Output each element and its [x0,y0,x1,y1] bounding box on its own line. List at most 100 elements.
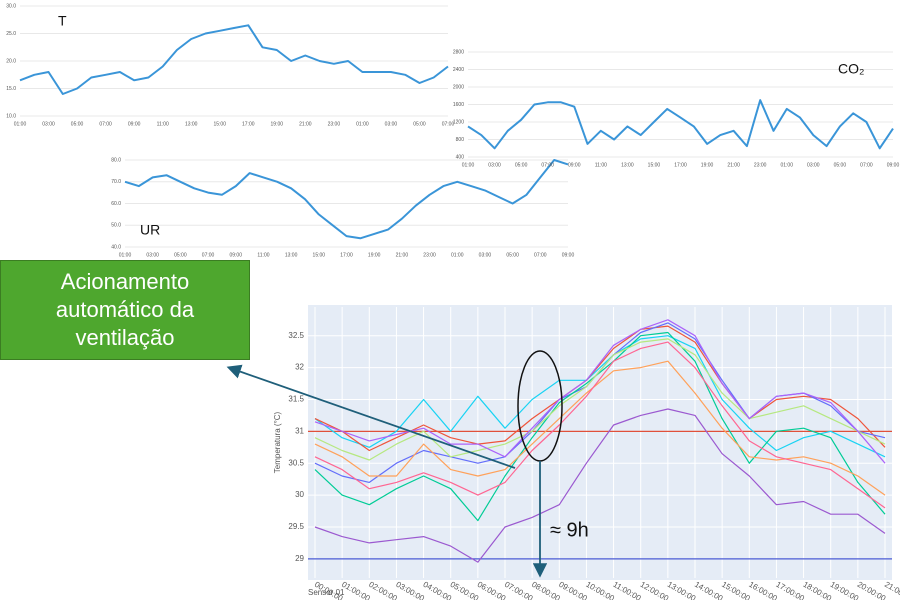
x-tick-label: 07:00 [534,252,547,258]
x-tick-label: 07:00 [99,121,112,127]
x-tick-label: 06:00:00 [476,580,508,600]
x-tick-label: 17:00 [340,252,353,258]
x-tick-label: 13:00 [621,162,634,168]
y-tick-label: 32 [295,363,304,372]
callout-arrow [226,364,516,469]
data-line [314,408,886,563]
x-tick-label: 09:00 [229,252,242,258]
x-tick-label: 03:00 [807,162,820,168]
x-tick-label: 17:00:00 [774,580,806,600]
x-tick-label: 23:00 [328,121,341,127]
chart-title: UR [140,222,160,238]
chart-title: CO₂ [838,61,864,77]
y-tick-label: 29.5 [288,522,304,531]
chart: 40.0 50.0 60.0 70.0 80.0 01:00 03:00 05:00 07:00… [111,157,574,258]
x-tick-label: 07:00 [541,162,554,168]
x-tick-label: 07:00:00 [503,580,535,600]
x-tick-label: 03:00 [146,252,159,258]
x-tick-label: 01:00 [780,162,793,168]
callout-box: Acionamento automático da ventilação [0,260,250,360]
x-tick-label: 01:00 [119,252,132,258]
data-line [124,159,569,240]
x-tick-label: 19:00 [271,121,284,127]
x-tick-label: 07:00 [442,121,455,127]
x-tick-label: 09:00 [568,162,581,168]
chart: 2929.53030.53131.53232.500:00:0001:00:00… [273,305,900,600]
x-tick-label: 21:00 [396,252,409,258]
chart: 10.0 15.0 20.0 25.0 30.0 01:00 03:00 05:00 07:00… [6,3,454,127]
y-axis-label: Temperatura (°C) [273,411,282,473]
chart-title: T [58,13,67,29]
x-tick-label: 19:00 [368,252,381,258]
data-line [19,24,449,95]
y-tick-label: 2000 [453,84,464,90]
footer-label: Sensor 01 [308,588,345,597]
y-tick-label: 30.0 [6,3,16,9]
x-tick-label: 03:00 [42,121,55,127]
x-tick-label: 03:00 [479,252,492,258]
plot-area [308,305,892,580]
y-tick-label: 29 [295,554,304,563]
y-tick-label: 50.0 [111,223,121,229]
x-tick-label: 13:00 [185,121,198,127]
x-tick-label: 15:00:00 [720,580,752,600]
x-tick-label: 11:00 [595,162,607,168]
x-tick-label: 01:00 [462,162,475,168]
x-tick-label: 05:00 [506,252,519,258]
x-tick-label: 01:00 [356,121,369,127]
x-tick-label: 13:00:00 [666,580,698,600]
y-tick-label: 70.0 [111,179,121,185]
x-tick-label: 09:00:00 [557,580,589,600]
y-tick-label: 800 [456,137,465,143]
x-tick-label: 17:00 [674,162,687,168]
data-line [314,335,886,458]
x-tick-label: 21:00 [727,162,740,168]
x-tick-label: 15:00 [213,121,226,127]
x-tick-label: 05:00:00 [449,580,481,600]
x-tick-label: 07:00 [202,252,215,258]
y-tick-label: 2800 [453,49,464,55]
x-tick-label: 03:00 [488,162,501,168]
x-tick-label: 23:00 [754,162,767,168]
x-tick-label: 01:00 [451,252,464,258]
y-tick-label: 400 [456,154,465,160]
x-tick-label: 03:00 [385,121,398,127]
x-tick-label: 10:00:00 [584,580,616,600]
x-tick-label: 05:00 [174,252,187,258]
y-tick-label: 15.0 [6,86,16,92]
x-tick-label: 05:00 [413,121,426,127]
x-tick-label: 14:00:00 [693,580,725,600]
y-tick-label: 20.0 [6,58,16,64]
y-tick-label: 30.5 [288,458,304,467]
x-tick-label: 01:00:00 [340,580,372,600]
y-tick-label: 60.0 [111,201,121,207]
y-tick-label: 1600 [453,102,464,108]
x-tick-label: 18:00:00 [802,580,834,600]
data-line [467,99,894,150]
data-line [314,360,886,496]
x-tick-label: 09:00 [128,121,141,127]
x-tick-label: 11:00 [257,252,269,258]
x-tick-label: 13:00 [285,252,298,258]
y-tick-label: 80.0 [111,157,121,163]
x-tick-label: 04:00:00 [422,580,454,600]
y-tick-label: 31.5 [288,395,304,404]
x-tick-label: 08:00:00 [530,580,562,600]
x-tick-label: 19:00 [701,162,714,168]
y-tick-label: 25.0 [6,31,16,37]
x-tick-label: 15:00 [313,252,326,258]
y-tick-label: 31 [295,426,304,435]
x-tick-label: 07:00 [860,162,873,168]
x-tick-label: 02:00:00 [367,580,399,600]
duration-label: ≈ 9h [550,519,589,541]
x-tick-label: 23:00 [423,252,436,258]
charts: 10.0 15.0 20.0 25.0 30.0 01:00 03:00 05:00 07:00… [6,3,900,600]
y-tick-label: 2400 [453,67,464,73]
data-line [314,331,886,522]
x-tick-label: 19:00:00 [829,580,861,600]
x-tick-label: 11:00 [157,121,169,127]
x-tick-label: 15:00 [648,162,661,168]
x-tick-label: 12:00:00 [639,580,671,600]
x-tick-label: 16:00:00 [747,580,779,600]
data-line [314,341,886,509]
